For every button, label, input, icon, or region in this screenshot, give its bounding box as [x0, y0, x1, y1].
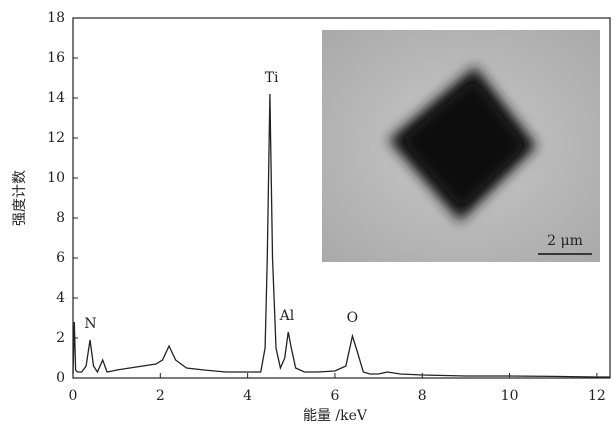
- y-tick-label: 0: [56, 370, 65, 386]
- y-tick-label: 10: [47, 170, 65, 186]
- y-tick-label: 8: [56, 210, 65, 226]
- peak-label: O: [347, 310, 358, 326]
- y-tick-label: 6: [56, 250, 65, 266]
- x-tick-label: 8: [418, 388, 427, 404]
- peak-label: N: [84, 316, 96, 332]
- x-tick-label: 4: [243, 388, 252, 404]
- y-tick-label: 4: [56, 290, 65, 306]
- y-axis-label: 强度计数: [12, 170, 28, 226]
- y-tick-label: 18: [47, 10, 65, 26]
- scale-label: 2 μm: [547, 233, 583, 249]
- y-tick-label: 12: [47, 130, 65, 146]
- peak-label: Ti: [265, 70, 279, 86]
- x-tick-label: 0: [69, 388, 78, 404]
- x-tick-label: 12: [588, 388, 606, 404]
- x-tick-label: 2: [156, 388, 165, 404]
- plot-frame: [72, 17, 611, 379]
- x-tick-label: 6: [330, 388, 339, 404]
- y-tick-label: 16: [47, 50, 65, 66]
- peak-label: Al: [279, 308, 295, 324]
- spectrum-line: [72, 93, 610, 378]
- x-tick-label: 10: [501, 388, 519, 404]
- inset-micrograph: 2 μm: [322, 30, 600, 262]
- y-tick-label: 2: [56, 330, 65, 346]
- y-tick-label: 14: [47, 90, 65, 106]
- x-axis-label: 能量 /keV: [303, 408, 368, 424]
